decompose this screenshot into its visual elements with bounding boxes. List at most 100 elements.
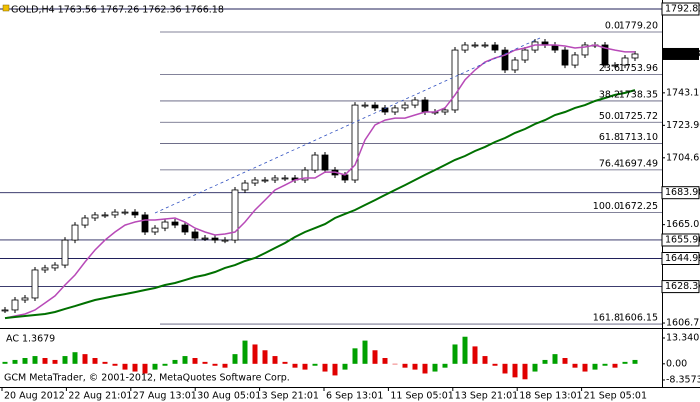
indicator-bar — [562, 358, 568, 364]
indicator-bar — [582, 363, 588, 372]
fib-level: 161.8 — [593, 313, 620, 324]
candle-body — [71, 224, 79, 241]
indicator-bar — [572, 363, 578, 368]
candle-body — [201, 237, 209, 240]
price-level-label: 1655.96 — [665, 234, 700, 245]
indicator-bar — [332, 363, 338, 376]
chart-title: GOLD,H4 1763.56 1767.26 1762.36 1766.18 — [11, 5, 224, 16]
indicator-bar — [132, 363, 138, 372]
fib-price: 1697.49 — [619, 158, 658, 169]
price-level-box — [661, 186, 700, 200]
candle-body — [131, 211, 139, 216]
indicator-bar — [92, 358, 98, 364]
indicator-bar — [522, 363, 528, 380]
candle-body — [351, 104, 359, 181]
indicator-bar — [312, 363, 318, 366]
candle-body — [61, 239, 69, 266]
candle-body — [111, 211, 119, 216]
indicator-bar — [12, 359, 18, 364]
indicator-title: AC 1.3679 — [6, 334, 55, 345]
price-level-label: 1792.83 — [665, 3, 700, 14]
candle-body — [231, 189, 239, 241]
candle-body — [451, 49, 459, 111]
candle-body — [221, 239, 229, 242]
indicator-bar — [412, 363, 418, 370]
candle-body — [611, 64, 619, 67]
indicator-bar — [322, 363, 328, 372]
candle-body — [601, 44, 609, 66]
price-level-box — [661, 251, 700, 265]
indicator-bar — [102, 361, 108, 364]
candle-body — [251, 179, 259, 184]
candle-body — [521, 49, 529, 61]
footer: GCM MetaTrader, © 2001-2012, MetaQuotes … — [4, 373, 290, 384]
indicator-bar — [192, 358, 198, 364]
indicator-bar — [532, 363, 538, 372]
indicator-bar — [242, 340, 248, 364]
indicator-bar — [592, 363, 598, 370]
fib-level: 0.0 — [605, 20, 620, 31]
candle-body — [411, 99, 419, 106]
y-tick-label: 1665.05 — [666, 219, 700, 230]
candle-body — [301, 169, 309, 181]
candle-body — [511, 59, 519, 71]
indicator-bar — [542, 359, 548, 364]
candle-body — [81, 217, 89, 226]
indicator-bar — [222, 363, 228, 368]
candle-body — [241, 182, 249, 191]
fib-price: 1725.72 — [619, 111, 658, 122]
indicator-bar — [142, 363, 148, 374]
moving-average — [4, 89, 636, 320]
x-tick-label: 18 Sep 13:01 — [519, 391, 582, 402]
fib-level: 76.4 — [599, 158, 620, 169]
indicator-tick-label: -8.3573 — [666, 374, 700, 385]
indicator-bar — [632, 359, 638, 364]
indicator-bar — [262, 350, 268, 364]
candle-body — [581, 44, 589, 56]
indicator-bar — [152, 363, 158, 370]
indicator-bar — [42, 358, 48, 364]
y-tick-label: 1606.75 — [666, 318, 700, 329]
x-tick-label: 11 Sep 05:01 — [390, 391, 453, 402]
indicator-bar — [372, 350, 378, 364]
candle-body — [571, 54, 579, 66]
fib-price: 1753.96 — [619, 63, 658, 74]
indicator-tick-label: 0.00 — [666, 358, 687, 369]
indicator-bar — [62, 356, 68, 364]
price-level-box — [661, 233, 700, 247]
fib-level: 61.8 — [599, 132, 620, 143]
indicator-bar — [82, 354, 88, 364]
candle-body — [371, 104, 379, 109]
candle-body — [51, 264, 59, 269]
fib-level: 23.6 — [599, 63, 620, 74]
candle-body — [121, 211, 129, 214]
candle-body — [11, 299, 19, 311]
trendline — [154, 37, 541, 214]
indicator-bar — [162, 363, 168, 366]
symbol-icon — [2, 4, 10, 12]
fib-price: 1713.10 — [619, 132, 658, 143]
candle-body — [181, 224, 189, 233]
candle-body — [211, 237, 219, 241]
indicator-bar — [52, 359, 58, 364]
indicator-bar — [292, 363, 298, 368]
indicator-bar — [432, 363, 438, 372]
indicator-bar — [462, 336, 468, 364]
candle-body — [561, 49, 569, 66]
candle-body — [91, 214, 99, 219]
fib-price: 1779.20 — [619, 20, 658, 31]
indicator-bar — [232, 354, 238, 364]
candle-body — [41, 267, 49, 271]
indicator-bar — [302, 363, 308, 370]
candle-body — [501, 49, 509, 71]
x-tick-label: 3 Sep 21:01 — [262, 391, 319, 402]
candle-body — [281, 177, 289, 180]
indicator-bar — [352, 348, 358, 364]
candle-body — [191, 231, 199, 239]
indicator-bar — [122, 363, 128, 370]
candle-body — [491, 44, 499, 51]
indicator-bar — [252, 344, 258, 364]
candle-body — [151, 227, 159, 233]
indicator-bar — [282, 361, 288, 364]
indicator-bar — [422, 363, 428, 374]
